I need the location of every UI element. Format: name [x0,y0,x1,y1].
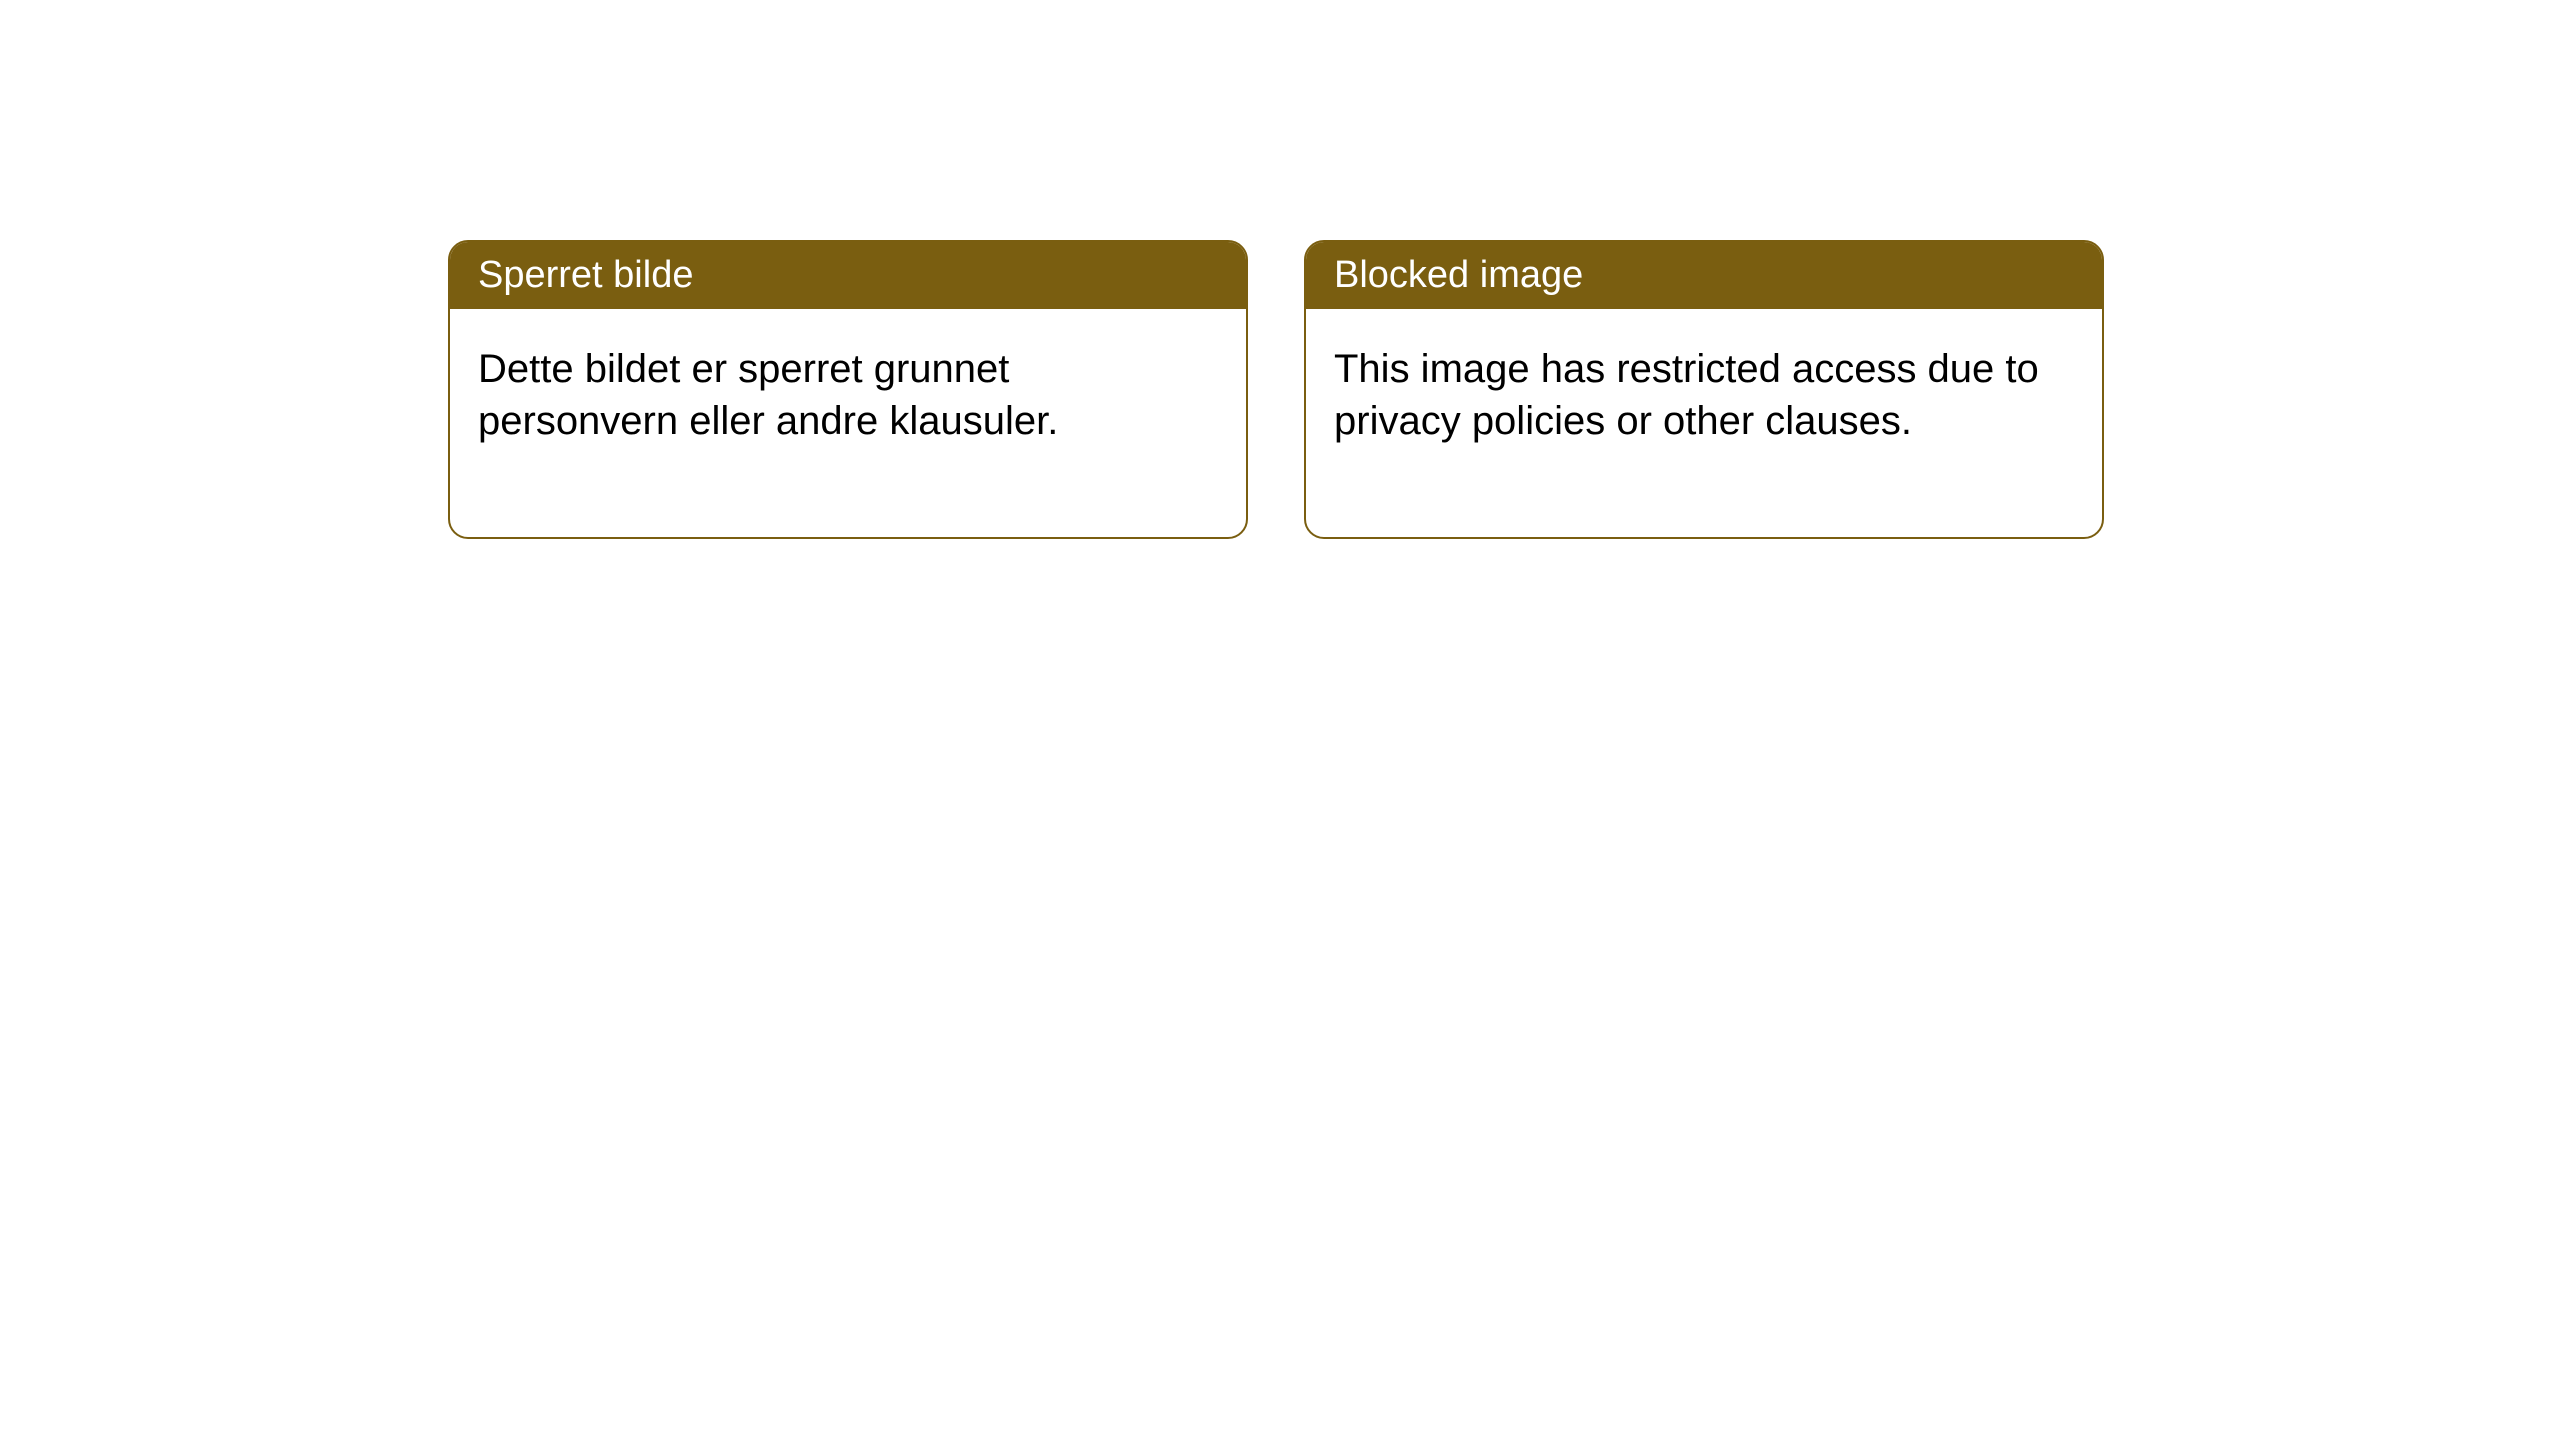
notice-body-no: Dette bildet er sperret grunnet personve… [450,309,1246,537]
notice-container: Sperret bilde Dette bildet er sperret gr… [448,240,2104,539]
notice-box-no: Sperret bilde Dette bildet er sperret gr… [448,240,1248,539]
notice-body-en: This image has restricted access due to … [1306,309,2102,537]
notice-message-no: Dette bildet er sperret grunnet personve… [478,347,1058,443]
notice-box-en: Blocked image This image has restricted … [1304,240,2104,539]
notice-title-en: Blocked image [1334,254,1583,296]
notice-header-en: Blocked image [1306,242,2102,309]
notice-title-no: Sperret bilde [478,254,693,296]
notice-message-en: This image has restricted access due to … [1334,347,2039,443]
notice-header-no: Sperret bilde [450,242,1246,309]
